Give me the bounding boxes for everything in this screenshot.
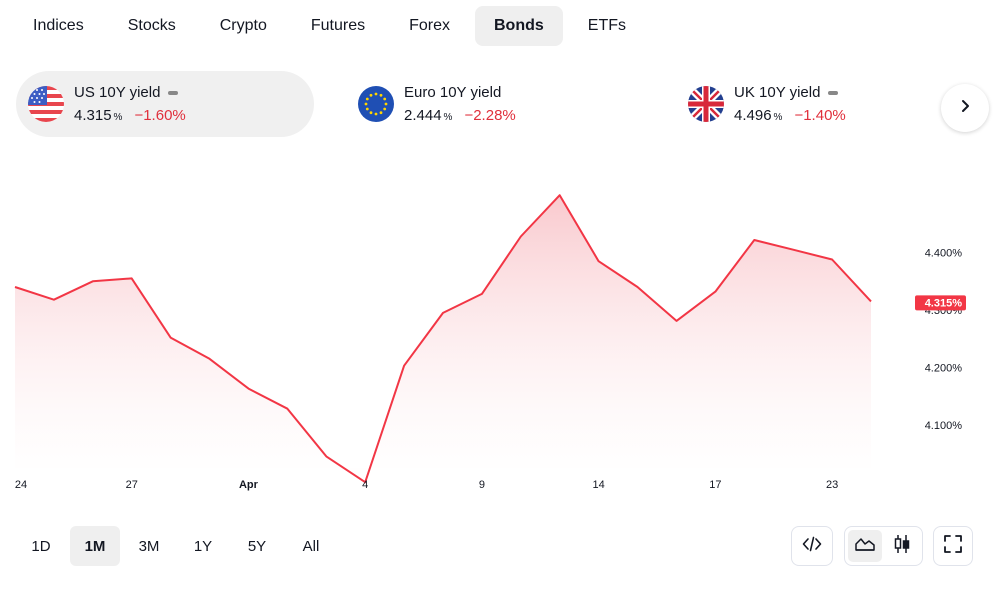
code-icon <box>802 534 822 559</box>
x-tick-label: Apr <box>239 479 259 491</box>
market-tabs: Indices Stocks Crypto Futures Forex Bond… <box>14 6 645 46</box>
fullscreen-icon <box>943 534 963 559</box>
range-all-button[interactable]: All <box>302 537 320 555</box>
quote-value: 4.315 <box>74 107 112 124</box>
x-tick-label: 9 <box>479 479 485 491</box>
fullscreen-button[interactable] <box>933 526 973 566</box>
us-flag-icon <box>28 86 64 122</box>
chevron-right-icon <box>957 98 973 119</box>
yield-area-fill <box>15 195 871 483</box>
area-chart-icon <box>855 536 875 557</box>
uk-flag-icon <box>688 86 724 122</box>
embed-code-button[interactable] <box>791 526 833 566</box>
quote-card-euro-10y[interactable]: Euro 10Y yield 2.444 % −2.28% <box>346 71 606 137</box>
yield-chart[interactable]: 4.100% 4.200% 4.300% 4.400% 24 27 Apr 4 9 14 17 23 4… <box>0 150 998 500</box>
quote-card-uk-10y[interactable]: UK 10Y yield 4.496 % −1.40% <box>676 71 926 137</box>
x-tick-label: 17 <box>709 479 721 491</box>
range-1m-button[interactable]: 1M <box>70 526 120 566</box>
x-tick-label: 27 <box>126 479 138 491</box>
range-3m-button[interactable]: 3M <box>138 537 160 555</box>
area-style-button[interactable] <box>848 530 882 562</box>
chart-style-group <box>844 526 923 566</box>
quote-change: −1.40% <box>794 107 846 124</box>
x-tick-label: 14 <box>593 479 605 491</box>
quote-value: 2.444 <box>404 107 442 124</box>
tab-indices[interactable]: Indices <box>33 17 84 34</box>
tab-crypto[interactable]: Crypto <box>219 17 267 34</box>
quote-status-dash <box>168 90 179 95</box>
quote-card-us-10y[interactable]: US 10Y yield 4.315 % −1.60% <box>16 71 314 137</box>
carousel-next-button[interactable] <box>941 84 989 132</box>
candlestick-icon <box>892 534 912 559</box>
tab-stocks[interactable]: Stocks <box>127 17 176 34</box>
range-1y-button[interactable]: 1Y <box>193 537 213 555</box>
last-price-label: 4.315% <box>925 297 963 309</box>
quote-unit: % <box>773 112 783 123</box>
tab-bonds[interactable]: Bonds <box>475 6 563 46</box>
quote-name: UK 10Y yield <box>734 84 821 101</box>
quote-change: −2.28% <box>464 107 516 124</box>
y-tick-label: 4.100% <box>925 420 963 432</box>
quote-status-dash <box>828 90 839 95</box>
quote-unit: % <box>443 112 453 123</box>
quote-value: 4.496 <box>734 107 772 124</box>
y-tick-label: 4.400% <box>925 248 963 260</box>
quote-change: −1.60% <box>134 107 186 124</box>
eu-flag-icon <box>358 86 394 122</box>
tab-forex[interactable]: Forex <box>409 17 450 34</box>
last-price-tag <box>915 295 966 311</box>
range-1d-button[interactable]: 1D <box>31 537 51 555</box>
yield-chart-svg: 4.100%4.200%4.300%4.400%24 27 Apr 4 9 14 17 234… <box>14 194 966 491</box>
range-selector: 1D 1M 3M 1Y 5Y All <box>16 526 336 566</box>
x-tick-label: 23 <box>826 479 838 491</box>
candle-style-button[interactable] <box>885 530 919 562</box>
x-tick-label: 24 <box>15 479 27 491</box>
range-5y-button[interactable]: 5Y <box>247 537 267 555</box>
quote-name: Euro 10Y yield <box>404 84 502 101</box>
tab-etfs[interactable]: ETFs <box>587 17 626 34</box>
x-tick-label: 4 <box>362 479 368 491</box>
quote-name: US 10Y yield <box>74 84 161 101</box>
quote-carousel: US 10Y yield 4.315 % −1.60% <box>16 71 936 137</box>
quote-unit: % <box>113 112 123 123</box>
tab-futures[interactable]: Futures <box>310 17 366 34</box>
y-tick-label: 4.200% <box>925 362 963 374</box>
